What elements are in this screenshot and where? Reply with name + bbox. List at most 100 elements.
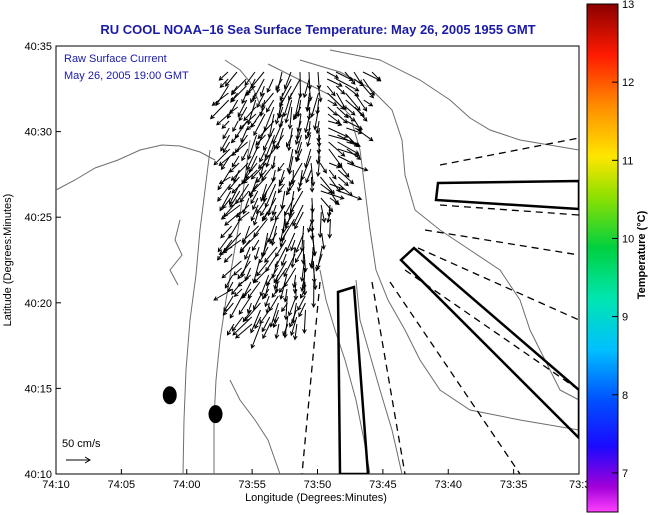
y-tick-label: 40:30 [24,127,52,139]
x-tick-label: 73:50 [304,479,332,491]
current-vector [228,183,241,206]
current-vector [223,253,233,263]
current-vector [247,134,257,161]
current-vector [298,71,303,99]
current-vector [287,295,297,317]
current-vector [345,106,356,116]
current-vector [327,92,345,111]
current-vector [297,295,306,312]
current-vector [363,99,374,107]
current-vector [250,204,259,222]
current-vector [221,260,242,279]
scale-arrow [66,456,91,464]
current-vector [294,127,302,146]
current-vector [294,246,305,264]
current-vector [246,302,252,314]
current-vector [228,106,239,114]
current-vector [254,246,260,261]
current-vector [224,211,241,226]
current-vector [362,78,375,96]
current-vector [231,85,238,96]
radar-radial-lines [301,137,579,474]
x-tick-label: 73:45 [369,479,397,491]
legend-line-2: May 26, 2005 19:00 GMT [64,70,189,82]
current-vector [284,211,295,227]
current-vector [290,316,298,337]
station-marker [162,386,177,405]
colorbar-tick-label: 9 [622,312,628,324]
current-vector [218,246,233,255]
current-vector [256,260,269,277]
current-vector [337,141,360,155]
current-vector [335,78,360,92]
radar-sector-outlines [336,179,579,474]
current-vector [288,309,297,328]
current-vector [262,323,271,340]
surface-current-vectors [209,71,382,349]
current-vector [298,302,306,318]
current-vector [285,183,295,196]
current-vector [259,309,270,325]
current-vector [278,281,288,293]
current-vector [293,106,302,121]
current-vector [253,113,266,137]
current-vector [239,239,251,254]
current-vector [229,190,241,208]
current-vector [250,323,262,349]
current-vector [273,134,284,150]
current-vector [321,232,326,251]
current-vector [216,113,230,126]
current-vector [282,323,289,337]
current-vector [316,127,322,143]
colorbar-tick-label: 8 [622,390,628,402]
current-vector [243,106,257,122]
current-vector [295,148,303,163]
current-vector [313,106,320,131]
current-vector [239,190,250,203]
current-vector [264,295,270,308]
current-vector [344,71,356,85]
current-vector [307,218,313,233]
current-vector [241,92,247,105]
current-vector [266,99,275,113]
current-vector [328,162,342,169]
current-vector [224,274,234,289]
current-vector [354,92,368,112]
current-vector [306,134,311,148]
x-tick-label: 73:3 [569,479,590,491]
current-vector [250,162,267,180]
current-vector [277,162,285,172]
current-vector [285,232,296,253]
current-vector [362,85,375,99]
current-vector [337,169,355,185]
current-vector [252,260,260,284]
current-vector [328,141,346,157]
current-vector [250,92,256,104]
current-vector [353,78,365,87]
current-vector [237,99,248,118]
current-vector [275,78,283,91]
current-vector [256,197,268,215]
current-vector [336,113,348,124]
current-vector [278,106,284,119]
current-vector [297,176,303,193]
current-vector [254,316,262,330]
current-vector [355,127,374,142]
current-vector [302,78,310,99]
current-vector [231,155,240,168]
current-vector [218,176,231,185]
current-vector [281,302,288,313]
current-vector [275,127,284,150]
current-vector [238,106,248,122]
x-tick-label: 73:40 [434,479,462,491]
current-vector [259,148,267,163]
current-vector [327,120,343,127]
y-tick-label: 40:10 [24,469,52,481]
current-vector [272,120,284,145]
current-vector [242,309,252,323]
current-vector [252,211,259,226]
current-vector [336,92,347,111]
current-vector [299,288,306,299]
current-vector [227,176,240,191]
current-vector [233,267,242,276]
